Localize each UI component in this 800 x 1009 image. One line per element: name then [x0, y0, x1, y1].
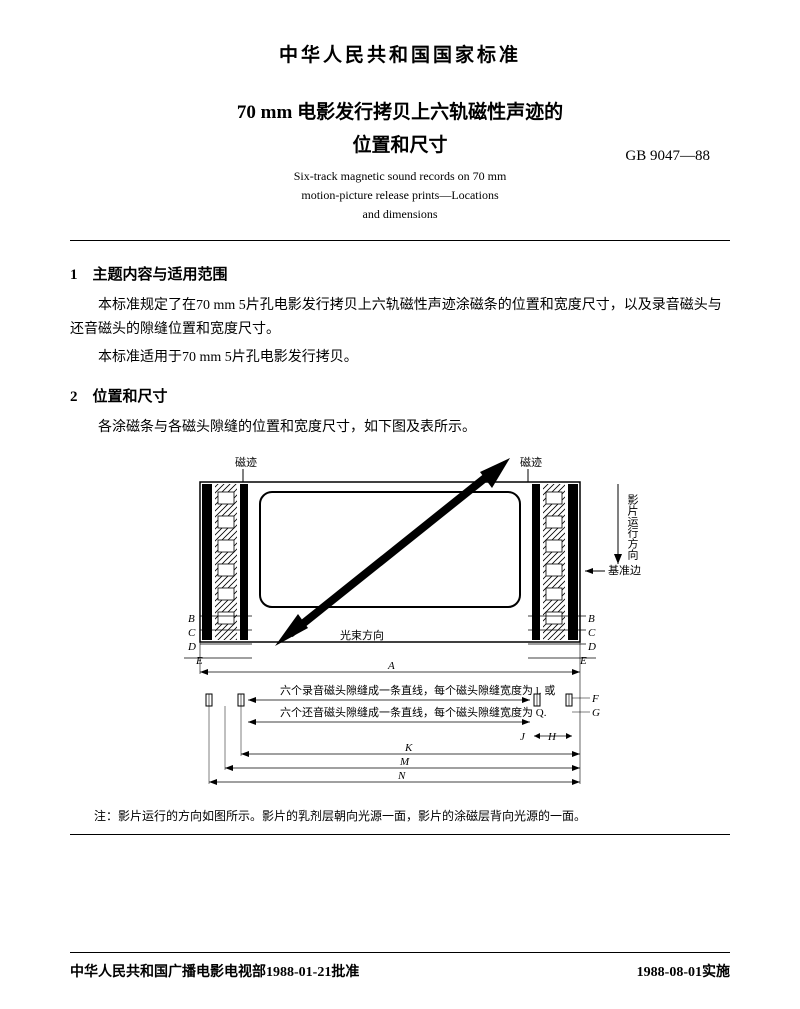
dim-D-l: D	[187, 641, 196, 653]
dim-C-l: C	[188, 627, 196, 639]
label-light: 光束方向	[340, 628, 384, 642]
national-standard-header: 中华人民共和国国家标准	[70, 40, 730, 67]
dim-G: G	[592, 707, 600, 719]
dim-A: A	[387, 660, 395, 672]
dim-M: M	[399, 756, 410, 768]
note-record: 六个录音磁头隙缝成一条直线，每个磁头隙缝宽度为 l. 或	[280, 683, 555, 697]
dim-E-l: E	[195, 655, 203, 667]
dim-B-r: B	[588, 613, 595, 625]
dim-C-r: C	[588, 627, 596, 639]
dim-K: K	[404, 742, 413, 754]
section-2-para-1: 各涂磁条与各磁头隙缝的位置和宽度尺寸，如下图及表所示。	[70, 416, 730, 440]
section-2-heading: 2 位置和尺寸	[70, 385, 730, 406]
english-title-1: Six-track magnetic sound records on 70 m…	[70, 169, 730, 184]
section-1-para-2: 本标准适用于70 mm 5片孔电影发行拷贝。	[70, 346, 730, 370]
film-diagram: 磁迹 磁迹 影片运行方向 基准边 光束方向 B C D E B C D E	[140, 454, 660, 799]
standard-code: GB 9047—88	[625, 148, 710, 165]
label-right-mag: 磁迹	[520, 456, 542, 469]
dim-H: H	[547, 731, 557, 743]
dim-B-l: B	[188, 613, 195, 625]
dim-N: N	[397, 770, 406, 782]
footer-effective: 1988-08-01实施	[637, 961, 730, 981]
diagram-note: 注：影片运行的方向如图所示。影片的乳剂层朝向光源一面，影片的涂磁层背向光源的一面…	[70, 807, 730, 826]
footer-approval: 中华人民共和国广播电影电视部1988-01-21批准	[70, 961, 359, 981]
header-divider	[70, 240, 730, 241]
note-divider	[70, 834, 730, 835]
doc-title-line1: 70 mm 电影发行拷贝上六轨磁性声迹的	[70, 97, 730, 124]
english-title-2: motion-picture release prints—Locations	[70, 188, 730, 203]
dim-D-r: D	[587, 641, 596, 653]
label-left-mag: 磁迹	[235, 456, 257, 469]
page-footer: 中华人民共和国广播电影电视部1988-01-21批准 1988-08-01实施	[70, 952, 730, 981]
label-baseline: 基准边	[608, 564, 641, 577]
english-title-3: and dimensions	[70, 207, 730, 222]
section-1-heading: 1 主题内容与适用范围	[70, 263, 730, 284]
note-playback: 六个还音磁头隙缝成一条直线，每个磁头隙缝宽度为 Q.	[280, 705, 547, 719]
dim-F: F	[591, 693, 599, 705]
label-film-direction: 影片运行方向	[626, 494, 639, 560]
dim-J: J	[520, 731, 526, 743]
section-1-para-1: 本标准规定了在70 mm 5片孔电影发行拷贝上六轨磁性声迹涂磁条的位置和宽度尺寸…	[70, 294, 730, 342]
